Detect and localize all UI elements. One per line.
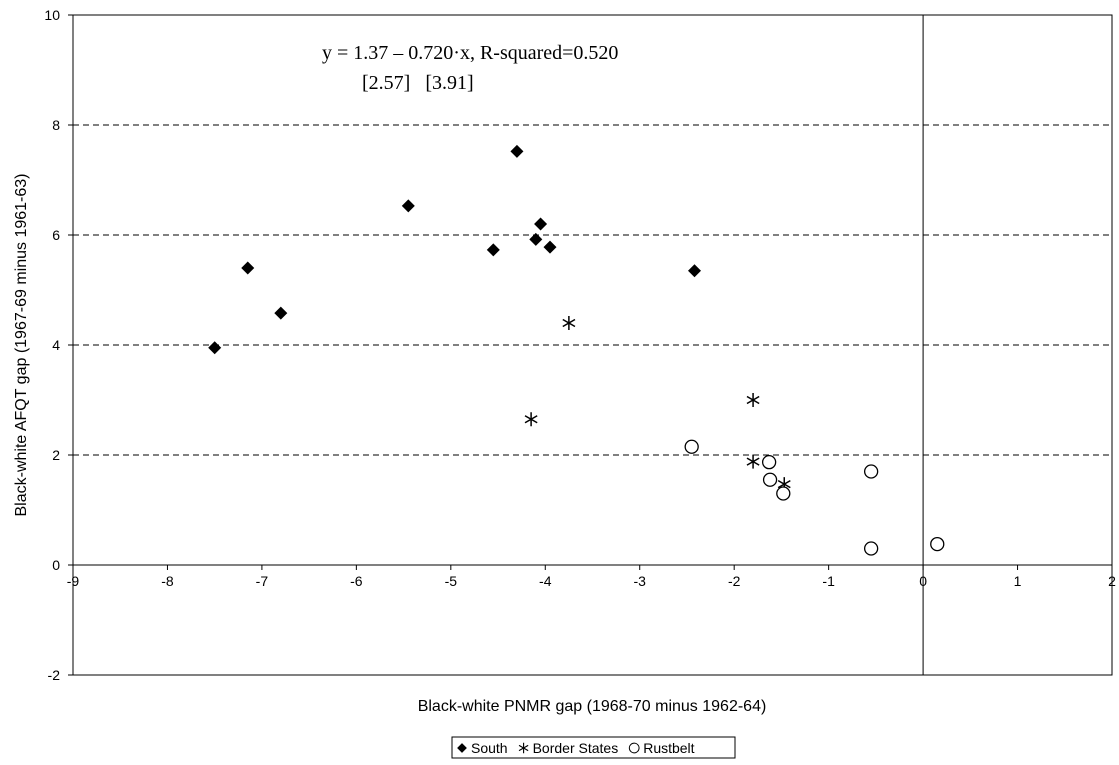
y-tick-label: 10 [44,7,60,23]
point-south [208,341,222,355]
gridlines [73,124,1112,456]
x-tick-label: -4 [539,573,552,589]
x-tick-label: -2 [728,573,741,589]
point-rustbelt [930,536,945,552]
legend-item-rustbelt: Rustbelt [628,740,695,756]
point-border-states [562,316,576,330]
legend-label-border-states: Border States [533,740,619,756]
y-tick-label: 6 [52,227,60,243]
point-south [688,264,702,278]
legend-symbol-south [457,743,467,753]
x-tick-label: 1 [1014,573,1022,589]
point-south [529,232,543,246]
point-south [486,243,500,257]
point-rustbelt [776,486,791,501]
y-tick-label: 8 [52,117,60,133]
legend: South Border States Rustbelt [451,736,736,759]
x-tick-label: -7 [256,573,269,589]
legend-marker-south [457,743,467,753]
x-axis-title: Black-white PNMR gap (1968-70 minus 1962… [418,698,767,715]
legend-item-south: South [457,740,508,756]
y-tick-label: 4 [52,337,60,353]
point-south [401,199,415,213]
regression-standard-errors: [2.57] [3.91] [362,72,474,94]
x-tick-label: -3 [634,573,647,589]
data-points [208,144,945,556]
x-tick-label: -6 [350,573,363,589]
point-rustbelt [684,439,699,454]
point-south [241,261,255,275]
point-border-states [524,412,538,427]
point-south [534,217,548,231]
point-south [274,306,288,320]
legend-symbol-rustbelt [628,742,640,754]
x-tick-label: 2 [1108,573,1116,589]
x-tick-label: 0 [919,573,927,589]
x-tick-label: -8 [161,573,174,589]
point-south [543,240,557,254]
point-border-states [746,393,760,407]
y-tick-label: 0 [52,557,60,573]
point-rustbelt [762,472,778,487]
point-rustbelt [761,454,777,470]
y-axis-title: Black-white AFQT gap (1967-69 minus 1961… [13,174,30,517]
point-south [510,144,524,158]
point-rustbelt [863,464,879,479]
point-border-states [746,454,760,469]
x-tick-label: -1 [822,573,835,589]
legend-item-border-states: Border States [518,740,619,756]
legend-marker-border-states [518,742,529,754]
x-tick-label: -5 [445,573,458,589]
x-tick-label: -9 [67,573,80,589]
legend-label-south: South [471,740,508,756]
y-tick-label: -2 [48,667,61,683]
legend-symbol-border-states [518,742,529,754]
y-axis-ticks: -2 0 2 4 6 8 10 [44,7,73,683]
x-axis-ticks: -9 -8 -7 -6 -5 -4 -3 -2 -1 0 1 2 [67,565,1116,589]
point-rustbelt [863,541,879,556]
legend-box [451,736,736,759]
legend-marker-rustbelt [628,742,640,754]
y-tick-label: 2 [52,447,60,463]
legend-label-rustbelt: Rustbelt [643,740,694,756]
regression-equation: y = 1.37 – 0.720·x, R-squared=0.520 [322,42,618,64]
